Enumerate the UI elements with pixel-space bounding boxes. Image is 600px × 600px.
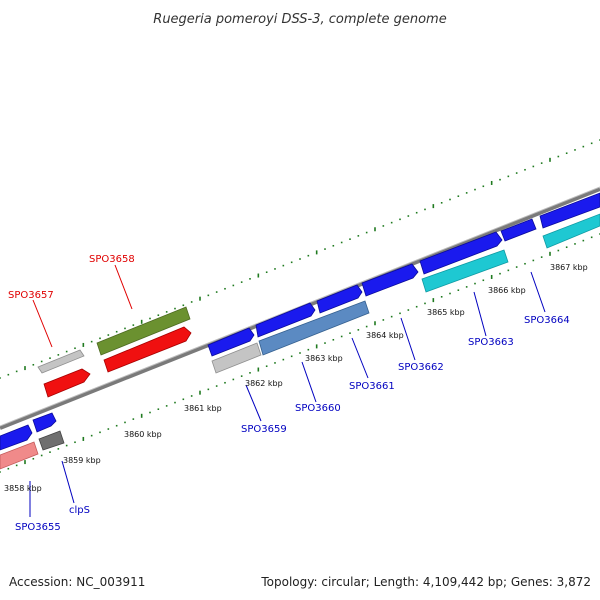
tick-label: 3867 kbp <box>550 263 588 272</box>
label-leaders <box>29 264 546 517</box>
tick-marks <box>0 139 600 473</box>
gene-label-clps[interactable]: clpS <box>69 505 90 516</box>
tick-label: 3861 kbp <box>184 404 222 413</box>
gene-label-spo3662[interactable]: SPO3662 <box>398 362 444 373</box>
tick-label: 3865 kbp <box>427 308 465 317</box>
tick-label: 3862 kbp <box>245 379 283 388</box>
gene-spo3660-feature[interactable] <box>258 300 370 356</box>
map-title: Ruegeria pomeroyi DSS-3, complete genome <box>153 12 446 27</box>
gene-cyan-feature-2[interactable] <box>542 213 600 249</box>
gene-blue-2[interactable] <box>255 302 316 338</box>
gene-clps-feature[interactable] <box>38 430 65 451</box>
gene-labels: SPO3657 SPO3658 SPO3655 clpS SPO3659 SPO… <box>8 254 570 533</box>
gene-spo3663-feature[interactable] <box>421 249 509 293</box>
gene-spo3659-feature[interactable] <box>211 342 262 374</box>
gene-red-feature-2[interactable] <box>103 326 192 373</box>
genome-backbone-highlight <box>0 186 600 427</box>
gene-blue-7[interactable] <box>539 192 600 229</box>
gene-blue-3[interactable] <box>316 284 363 314</box>
gene-blue-left-1[interactable] <box>0 424 33 451</box>
tick-label: 3864 kbp <box>366 331 404 340</box>
gene-label-spo3658[interactable]: SPO3658 <box>89 254 135 265</box>
gene-blue-4[interactable] <box>361 263 419 297</box>
tick-label: 3866 kbp <box>488 286 526 295</box>
genome-summary-text: Topology: circular; Length: 4,109,442 bp… <box>260 575 591 589</box>
tick-label: 3858 kbp <box>4 484 42 493</box>
gene-blue-5[interactable] <box>419 231 503 275</box>
tick-label: 3859 kbp <box>63 456 101 465</box>
gene-label-spo3664[interactable]: SPO3664 <box>524 315 570 326</box>
gene-spo3655-feature[interactable] <box>0 441 39 470</box>
accession-text: Accession: NC_003911 <box>9 575 145 589</box>
gene-blue-1[interactable] <box>207 327 255 357</box>
gene-label-spo3659[interactable]: SPO3659 <box>241 424 287 435</box>
gene-spo3657-feature[interactable] <box>37 349 85 374</box>
gene-label-spo3660[interactable]: SPO3660 <box>295 403 341 414</box>
gene-label-spo3661[interactable]: SPO3661 <box>349 381 395 392</box>
gene-blue-6[interactable] <box>500 218 537 242</box>
gene-label-spo3657[interactable]: SPO3657 <box>8 290 54 301</box>
tick-labels: 3858 kbp 3859 kbp 3860 kbp 3861 kbp 3862… <box>4 263 588 493</box>
gene-label-spo3655[interactable]: SPO3655 <box>15 522 61 533</box>
tick-label: 3863 kbp <box>305 354 343 363</box>
feature-track <box>0 192 600 470</box>
tick-label: 3860 kbp <box>124 430 162 439</box>
gene-red-feature-1[interactable] <box>43 368 91 398</box>
gene-blue-left-2[interactable] <box>32 412 57 433</box>
gene-spo3658-feature[interactable] <box>96 306 191 356</box>
gene-label-spo3663[interactable]: SPO3663 <box>468 337 514 348</box>
